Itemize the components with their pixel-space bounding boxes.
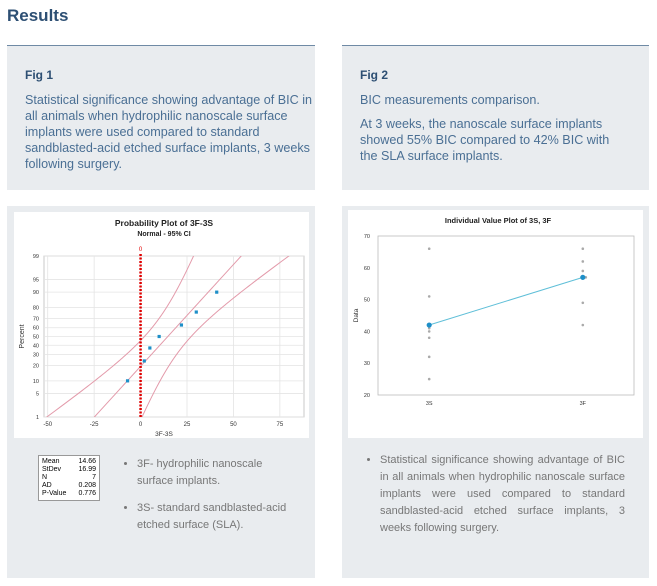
y-tick-label: 5 — [36, 391, 39, 397]
data-point — [194, 310, 198, 314]
y-tick-label: 60 — [33, 326, 39, 332]
list-item: 3F- hydrophilic nanoscale surface implan… — [137, 456, 300, 490]
data-point — [427, 247, 431, 251]
chart-title: Individual Value Plot of 3S, 3F — [445, 216, 552, 225]
y-tick-label: 30 — [33, 353, 39, 359]
y-tick-label: 60 — [364, 266, 370, 272]
plot-frame — [377, 235, 635, 396]
chart-subtitle: Normal - 95% CI — [137, 231, 190, 238]
fig2-bullets: Statistical significance showing advanta… — [368, 452, 625, 547]
fit-line — [93, 256, 242, 417]
y-tick-label: 50 — [33, 335, 39, 341]
y-tick-label: 20 — [364, 393, 370, 399]
y-tick-label: 99 — [33, 254, 39, 260]
stats-label: P-Value — [42, 490, 67, 497]
fig1-label: Fig 1 — [25, 68, 54, 82]
y-tick-label: 40 — [33, 343, 39, 349]
fig1-description: Statistical significance showing advanta… — [25, 93, 313, 171]
x-axis-label: 3F-3S — [155, 431, 173, 438]
data-point — [581, 301, 585, 305]
y-tick-label: 40 — [364, 329, 370, 335]
data-point — [427, 377, 431, 381]
data-point — [125, 379, 130, 383]
y-tick-label: 1 — [36, 415, 39, 421]
probability-plot-area: Probability Plot of 3F-3S Normal - 95% CI… — [14, 212, 309, 438]
mean-connect-line — [429, 276, 583, 326]
data-point — [215, 290, 219, 294]
data-point — [148, 346, 152, 350]
reference-line-label: 0 — [139, 247, 143, 253]
y-axis-label: Data — [353, 308, 360, 322]
fig1-chart-card: Probability Plot of 3F-3S Normal - 95% CI… — [7, 206, 315, 578]
x-tick-label: -25 — [90, 422, 99, 428]
x-tick-label: -50 — [43, 422, 52, 428]
individual-value-plot-area: Individual Value Plot of 3S, 3F 20 30 40 50 6… — [348, 210, 643, 438]
stats-row-pvalue: P-Value 0.776 — [42, 490, 96, 498]
x-tick-label: 3F — [580, 401, 587, 407]
fig1-card: Fig 1 Statistical significance showing a… — [7, 45, 315, 190]
x-tick-label: 0 — [139, 422, 143, 428]
fig2-chart-card: Individual Value Plot of 3S, 3F 20 30 40 50 6… — [342, 206, 649, 578]
fig1-bullets: 3F- hydrophilic nanoscale surface implan… — [125, 456, 300, 544]
mean-point — [580, 274, 586, 280]
stats-label: N — [42, 474, 48, 481]
data-point — [427, 355, 431, 359]
stats-label: AD — [42, 482, 52, 489]
y-tick-label: 10 — [33, 379, 39, 385]
fig2-desc-2: At 3 weeks, the nanoscale surface implan… — [360, 117, 610, 163]
stats-row-ad: AD 0.208 — [42, 482, 96, 490]
data-point — [427, 330, 431, 333]
chart-title: Probability Plot of 3F-3S — [115, 218, 214, 228]
data-point — [427, 326, 431, 330]
data-point — [142, 359, 146, 363]
individual-value-plot: Individual Value Plot of 3S, 3F 20 30 40 50 6… — [353, 216, 635, 407]
data-point — [427, 295, 431, 298]
stats-label: StDev — [42, 466, 62, 473]
stats-value: 16.99 — [78, 466, 96, 473]
stats-label: Mean — [42, 458, 60, 465]
y-tick-label: 30 — [364, 361, 370, 367]
data-point — [581, 260, 585, 263]
y-tick-label: 70 — [364, 234, 370, 240]
x-tick-label: 75 — [277, 422, 284, 428]
data-point — [157, 334, 161, 339]
page-title: Results — [7, 6, 69, 25]
x-tick-label: 50 — [230, 422, 237, 428]
probability-plot: Probability Plot of 3F-3S Normal - 95% CI… — [19, 218, 305, 438]
stats-value: 14.66 — [78, 458, 96, 465]
fit-lines — [45, 256, 290, 417]
stats-value: 0.208 — [78, 482, 96, 489]
y-tick-label: 50 — [364, 298, 370, 304]
y-tick-label: 80 — [33, 305, 39, 311]
stats-row-stdev: StDev 16.99 — [42, 466, 96, 474]
data-point — [427, 336, 431, 340]
y-tick-label: 90 — [33, 290, 39, 296]
list-item: 3S- standard sandblasted-acid etched sur… — [137, 500, 300, 534]
mean-point — [426, 322, 432, 328]
stats-value: 0.776 — [78, 490, 96, 497]
y-axis-label: Percent — [19, 324, 26, 348]
ci-lower-line — [45, 256, 195, 417]
fig2-desc-1: BIC measurements comparison. — [360, 93, 540, 107]
stats-row-mean: Mean 14.66 — [42, 458, 96, 466]
y-tick-label: 20 — [33, 364, 39, 370]
list-item: Statistical significance showing advanta… — [380, 452, 625, 537]
y-tick-label: 70 — [33, 316, 39, 322]
x-tick-label: 25 — [184, 422, 191, 428]
data-point — [581, 247, 585, 251]
data-point — [581, 323, 585, 327]
stats-value: 7 — [92, 474, 96, 481]
data-point — [179, 323, 184, 327]
fig2-card: Fig 2 BIC measurements comparison. At 3 … — [342, 45, 649, 190]
fig2-label: Fig 2 — [360, 68, 389, 82]
ci-upper-line — [141, 256, 290, 417]
x-tick-label: 3S — [426, 401, 433, 407]
y-tick-label: 95 — [33, 278, 39, 284]
data-point — [581, 269, 585, 273]
